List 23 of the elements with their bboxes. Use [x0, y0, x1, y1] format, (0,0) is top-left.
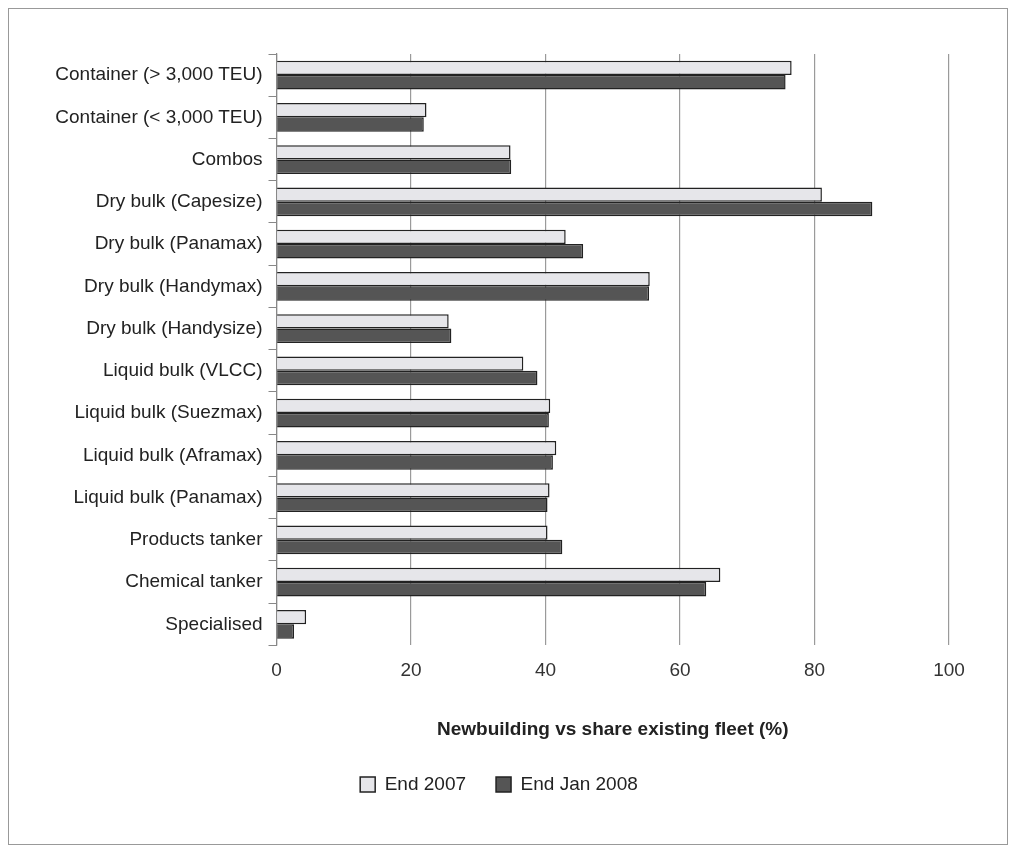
x-axis-title: Newbuilding vs share existing fleet (%) [436, 717, 789, 739]
x-tick-label: 60 [669, 659, 691, 681]
y-tick-label: Liquid bulk (Suezmax) [74, 401, 263, 423]
y-tick-label: Container (> 3,000 TEU) [55, 63, 263, 85]
y-tick-label: Liquid bulk (Aframax) [82, 443, 263, 465]
y-tick-label: Liquid bulk (Panamax) [73, 485, 263, 507]
y-tick-label: Specialised [165, 612, 263, 634]
y-tick-label: Dry bulk (Handymax) [84, 274, 263, 296]
legend-label: End 2007 [384, 772, 467, 794]
x-tick-label: 100 [933, 659, 965, 681]
y-tick-label: Dry bulk (Panamax) [94, 232, 263, 254]
y-tick-label: Chemical tanker [125, 570, 264, 592]
y-tick-label: Combos [191, 147, 263, 169]
x-tick-label: 0 [271, 659, 282, 681]
y-tick-label: Liquid bulk (VLCC) [103, 359, 263, 381]
x-tick-label: 40 [534, 659, 557, 681]
legend-label: End Jan 2008 [520, 772, 638, 794]
x-tick-label: 80 [803, 659, 826, 681]
y-tick-label: Container (< 3,000 TEU) [55, 105, 263, 127]
y-tick-label: Products tanker [129, 528, 264, 550]
x-tick-label: 20 [400, 659, 422, 681]
y-tick-label: Dry bulk (Capesize) [95, 190, 263, 212]
y-tick-label: Dry bulk (Handysize) [86, 316, 263, 338]
